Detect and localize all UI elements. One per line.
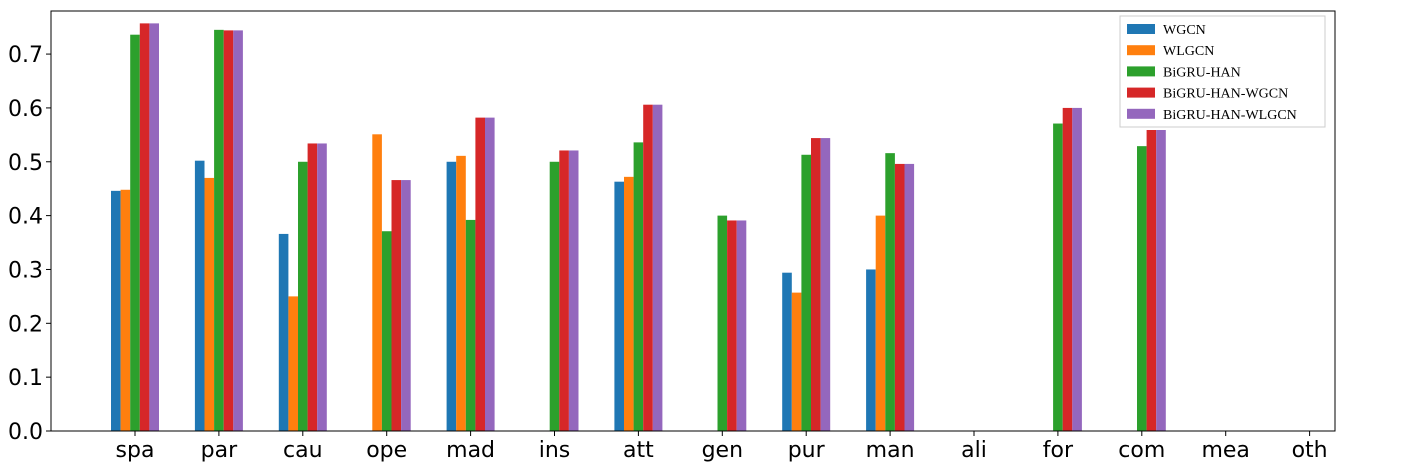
bar-wlgcn-mad bbox=[456, 156, 466, 431]
bar-bigru-han-wlgcn-pur bbox=[821, 138, 831, 431]
legend-label-wgcn: WGCN bbox=[1163, 23, 1206, 38]
bar-bigru-han-pur bbox=[801, 155, 811, 431]
bar-bigru-han-att bbox=[634, 142, 644, 431]
bar-wgcn-att bbox=[614, 182, 624, 431]
bar-wgcn-pur bbox=[782, 273, 792, 431]
x-tick-label-ope: ope bbox=[366, 438, 407, 463]
bar-bigru-han-cau bbox=[298, 162, 308, 431]
bar-wgcn-spa bbox=[111, 191, 121, 431]
legend-label-wlgcn: WLGCN bbox=[1163, 44, 1214, 59]
y-tick-label: 0.6 bbox=[8, 97, 43, 122]
x-tick-label-mad: mad bbox=[446, 438, 495, 463]
bar-bigru-han-wlgcn-man bbox=[905, 164, 915, 431]
legend-swatch-wgcn bbox=[1127, 24, 1155, 34]
x-tick-label-ali: ali bbox=[961, 438, 987, 463]
y-tick-label: 0.7 bbox=[8, 43, 43, 68]
bar-wlgcn-ope bbox=[372, 134, 382, 431]
y-tick-label: 0.2 bbox=[8, 312, 43, 337]
legend-swatch-bigru-han-wgcn bbox=[1127, 88, 1155, 98]
x-tick-label-man: man bbox=[866, 438, 915, 463]
bar-bigru-han-gen bbox=[718, 216, 728, 431]
bar-bigru-han-wgcn-gen bbox=[727, 220, 737, 431]
y-tick-label: 0.0 bbox=[8, 420, 43, 445]
bar-bigru-han-wlgcn-com bbox=[1156, 130, 1166, 431]
bar-wgcn-man bbox=[866, 269, 876, 431]
legend-swatch-bigru-han bbox=[1127, 66, 1155, 76]
bar-bigru-han-wlgcn-spa bbox=[149, 23, 159, 431]
bar-bigru-han-wgcn-man bbox=[895, 164, 905, 431]
bar-wgcn-mad bbox=[447, 162, 457, 431]
bar-bigru-han-for bbox=[1053, 124, 1063, 431]
bar-bigru-han-spa bbox=[130, 35, 140, 431]
bar-bigru-han-man bbox=[885, 153, 895, 431]
bar-bigru-han-wlgcn-par bbox=[233, 30, 243, 431]
y-axis: 0.0 0.1 0.2 0.3 0.4 0.5 0.6 0.7 bbox=[8, 43, 51, 445]
bars-layer bbox=[111, 23, 1166, 431]
bar-bigru-han-com bbox=[1137, 146, 1147, 431]
bar-bigru-han-wgcn-mad bbox=[475, 118, 485, 431]
legend-swatch-wlgcn bbox=[1127, 45, 1155, 55]
bar-bigru-han-ins bbox=[550, 162, 560, 431]
y-tick-label: 0.4 bbox=[8, 205, 43, 230]
x-axis: spa par cau ope mad ins att gen pur man ali for com m… bbox=[116, 431, 1328, 463]
x-tick-label-gen: gen bbox=[702, 438, 743, 463]
bar-bigru-han-mad bbox=[466, 220, 476, 431]
bar-bigru-han-wlgcn-for bbox=[1072, 108, 1082, 431]
x-tick-label-com: com bbox=[1118, 438, 1165, 463]
bar-bigru-han-wgcn-att bbox=[643, 105, 653, 431]
x-tick-label-oth: oth bbox=[1292, 438, 1328, 463]
bar-bigru-han-wgcn-ins bbox=[559, 150, 569, 431]
x-tick-label-att: att bbox=[623, 438, 654, 463]
x-tick-label-par: par bbox=[201, 438, 238, 463]
bar-bigru-han-wgcn-par bbox=[224, 30, 234, 431]
bar-bigru-han-wlgcn-mad bbox=[485, 118, 495, 431]
x-tick-label-ins: ins bbox=[539, 438, 571, 463]
bar-bigru-han-wgcn-pur bbox=[811, 138, 821, 431]
bar-bigru-han-wlgcn-ope bbox=[401, 180, 411, 431]
legend-label-bigru-han: BiGRU-HAN bbox=[1163, 65, 1241, 80]
x-tick-label-pur: pur bbox=[788, 438, 826, 463]
y-tick-label: 0.5 bbox=[8, 151, 43, 176]
x-tick-label-mea: mea bbox=[1201, 438, 1249, 463]
bar-bigru-han-wgcn-spa bbox=[140, 23, 150, 431]
bar-wlgcn-man bbox=[876, 216, 886, 431]
bar-wlgcn-cau bbox=[288, 296, 298, 431]
bar-bigru-han-wgcn-com bbox=[1147, 130, 1157, 431]
bar-bigru-han-wlgcn-att bbox=[653, 105, 663, 431]
legend-swatch-bigru-han-wlgcn bbox=[1127, 109, 1155, 119]
bar-wgcn-cau bbox=[279, 234, 289, 431]
x-tick-label-for: for bbox=[1043, 438, 1074, 463]
bar-bigru-han-wlgcn-ins bbox=[569, 150, 579, 431]
bar-bigru-han-wlgcn-cau bbox=[317, 143, 327, 431]
bar-bigru-han-ope bbox=[382, 231, 392, 431]
y-tick-label: 0.3 bbox=[8, 258, 43, 283]
legend-label-bigru-han-wgcn: BiGRU-HAN-WGCN bbox=[1163, 87, 1288, 102]
legend: WGCN WLGCN BiGRU-HAN BiGRU-HAN-WGCN BiGRU-HA… bbox=[1120, 16, 1325, 127]
bar-bigru-han-wgcn-cau bbox=[308, 143, 318, 431]
bar-bigru-han-par bbox=[214, 30, 224, 431]
bar-bigru-han-wgcn-ope bbox=[392, 180, 402, 431]
bar-wlgcn-att bbox=[624, 177, 634, 431]
y-tick-label: 0.1 bbox=[8, 366, 43, 391]
x-tick-label-cau: cau bbox=[283, 438, 323, 463]
bar-wlgcn-par bbox=[205, 178, 215, 431]
bar-wlgcn-spa bbox=[121, 190, 131, 431]
bar-bigru-han-wlgcn-gen bbox=[737, 220, 747, 431]
x-tick-label-spa: spa bbox=[116, 438, 155, 463]
bar-bigru-han-wgcn-for bbox=[1063, 108, 1073, 431]
bar-wgcn-par bbox=[195, 161, 205, 431]
legend-label-bigru-han-wlgcn: BiGRU-HAN-WLGCN bbox=[1163, 108, 1297, 123]
bar-wlgcn-pur bbox=[792, 293, 802, 431]
